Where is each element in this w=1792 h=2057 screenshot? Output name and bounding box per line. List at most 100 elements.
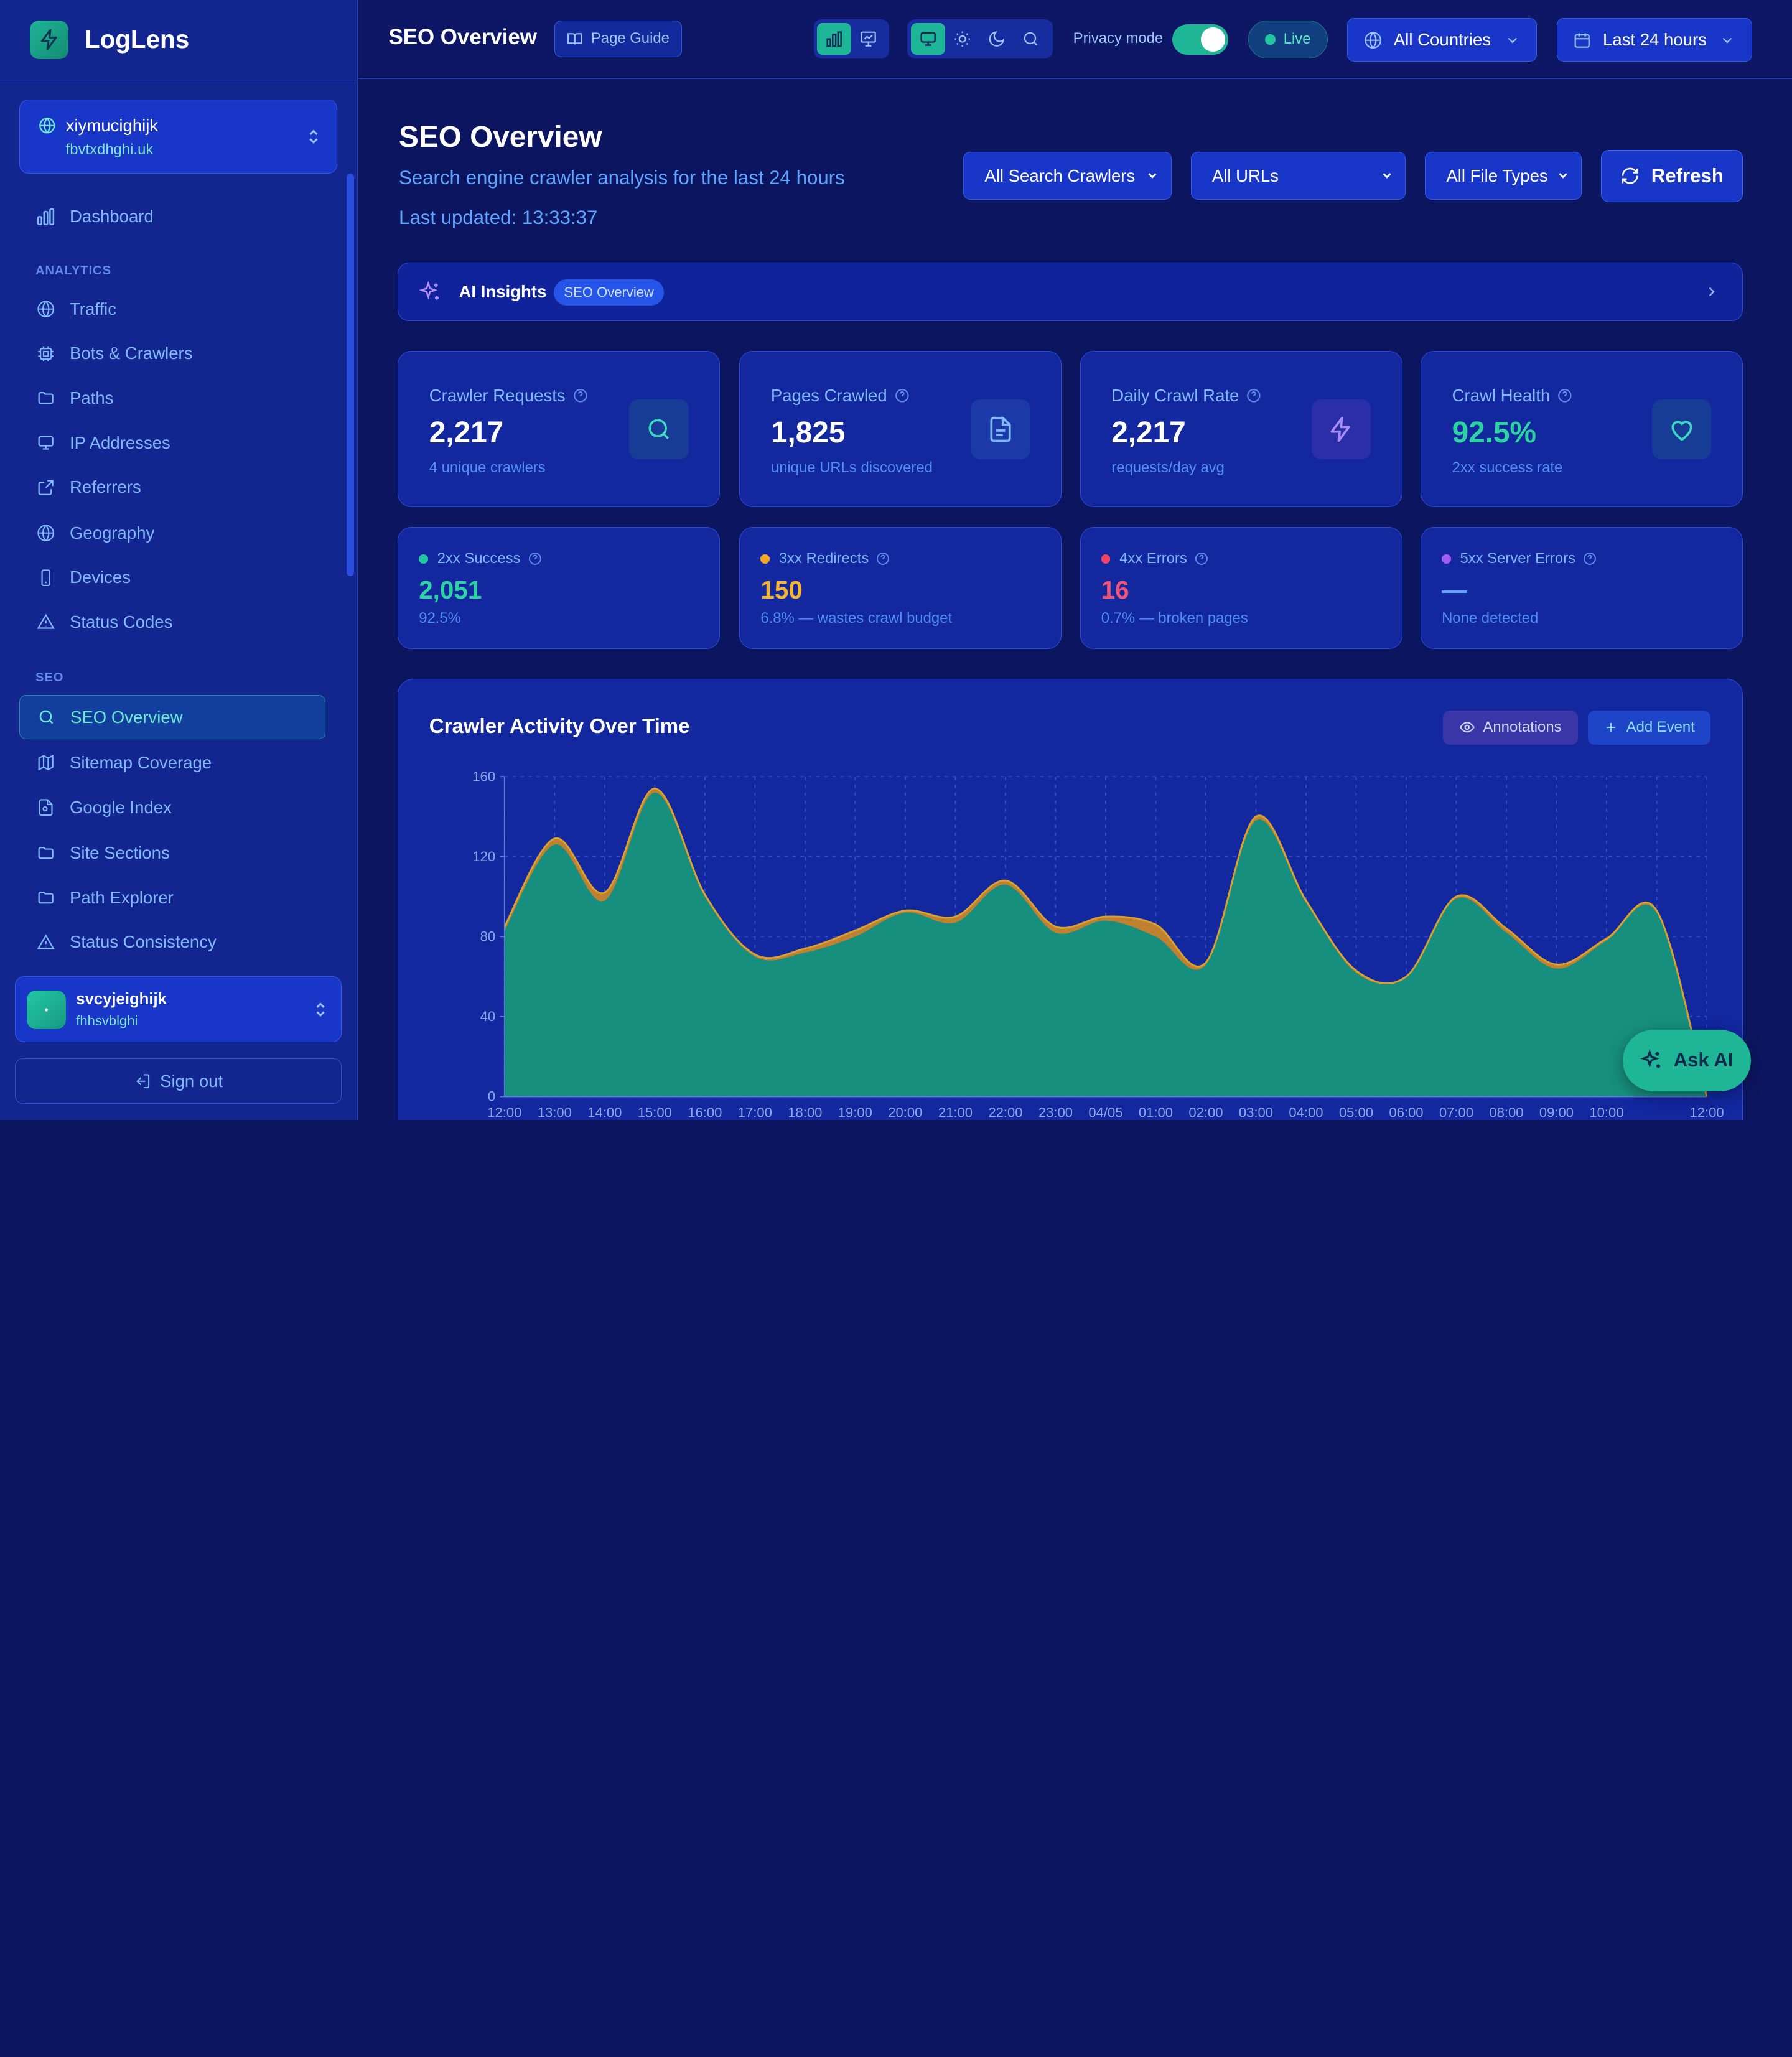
calendar-icon: [1574, 33, 1590, 48]
user-menu[interactable]: • svcyjeighijk fhhsvblghi: [14, 976, 342, 1043]
y-tick-label: 80: [480, 929, 496, 945]
bolt-icon: [1311, 399, 1371, 459]
status-dot: [419, 554, 428, 564]
x-tick-label: 08:00: [1490, 1104, 1524, 1120]
x-tick-label: 23:00: [1038, 1104, 1073, 1120]
x-tick-label: 14:00: [587, 1104, 622, 1120]
date-range-select[interactable]: Last 24 hours: [1556, 18, 1752, 62]
site-domain: fbvtxdhghi.uk: [65, 141, 154, 158]
add-event-button[interactable]: Add Event: [1588, 710, 1710, 745]
bar-chart-view-button[interactable]: [817, 22, 852, 55]
help-icon[interactable]: [875, 551, 890, 566]
globe-icon: [39, 117, 56, 134]
help-icon[interactable]: [894, 388, 910, 404]
ai-insights-bar[interactable]: AI Insights SEO Overview: [398, 263, 1743, 322]
refresh-button[interactable]: Refresh: [1601, 149, 1743, 203]
status-dot: [1442, 554, 1451, 564]
live-dot: [1265, 34, 1276, 45]
ask-ai-button[interactable]: Ask AI: [1623, 1029, 1751, 1092]
globe-icon: [35, 299, 56, 319]
eye-icon: [1459, 722, 1475, 733]
x-tick-label: 04:00: [1289, 1104, 1323, 1120]
status-value: —: [1442, 575, 1467, 604]
sidebar-item-devices[interactable]: Devices: [19, 556, 325, 600]
user-email: fhhsvblghi: [76, 1013, 138, 1029]
chart-style-toggle: [813, 19, 889, 58]
sidebar-item-dashboard[interactable]: Dashboard: [19, 194, 325, 239]
sidebar-item-seo-overview[interactable]: SEO Overview: [19, 694, 326, 740]
toggle-knob: [1201, 27, 1225, 52]
x-tick-label: 13:00: [538, 1104, 572, 1120]
status-label: 4xx Errors: [1101, 550, 1209, 567]
sidebar-item-traffic[interactable]: Traffic: [19, 287, 325, 332]
sidebar-item-status-consistency[interactable]: Status Consistency: [19, 920, 325, 965]
sidebar-item-bots[interactable]: Bots & Crawlers: [19, 332, 325, 376]
file-search-icon: [35, 797, 56, 818]
kpi-label-text: Daily Crawl Rate: [1111, 385, 1239, 405]
monitor-theme-button[interactable]: [910, 22, 945, 55]
sidebar-scrollbar[interactable]: [346, 174, 355, 576]
status-card-3xx: 3xx Redirects 150 6.8% — wastes crawl bu…: [739, 526, 1062, 650]
sidebar-item-status-codes[interactable]: Status Codes: [19, 600, 325, 645]
sidebar-item-referrers[interactable]: Referrers: [19, 465, 325, 510]
y-tick-label: 0: [488, 1089, 495, 1104]
theme-toggle: [907, 19, 1053, 58]
logout-icon: [134, 1073, 160, 1090]
annotations-button[interactable]: Annotations: [1442, 710, 1578, 745]
last-updated: Last updated: 13:33:37: [399, 207, 598, 229]
sidebar-item-path-explorer[interactable]: Path Explorer: [19, 875, 325, 920]
url-filter-select[interactable]: All URLs: [1190, 152, 1406, 200]
monitor-icon: [35, 432, 56, 453]
sun-theme-button[interactable]: [945, 23, 979, 55]
site-switcher[interactable]: xiymucighijk fbvtxdhghi.uk: [19, 99, 337, 174]
help-icon[interactable]: [1557, 388, 1573, 404]
kpi-value: 2,217: [429, 416, 504, 449]
crawler-activity-chart: 0 40 80 120 160 12:00 13:00 14:00 15:00 16:00 17:0…: [473, 768, 1724, 1120]
chevron-down-icon: [1508, 38, 1517, 44]
refresh-label: Refresh: [1651, 164, 1724, 187]
help-icon[interactable]: [1246, 388, 1262, 404]
sidebar-item-paths[interactable]: Paths: [19, 376, 325, 421]
help-icon[interactable]: [572, 388, 589, 404]
country-select[interactable]: All Countries: [1347, 18, 1538, 62]
sidebar-item-google-index[interactable]: Google Index: [19, 785, 325, 830]
privacy-mode-toggle[interactable]: [1172, 24, 1229, 55]
sidebar-item-sitemap-coverage[interactable]: Sitemap Coverage: [19, 740, 325, 785]
sidebar-item-geography[interactable]: Geography: [19, 511, 325, 556]
page-guide-label: Page Guide: [590, 30, 670, 47]
bar-chart-icon: [35, 207, 56, 227]
chevron-down-icon: [1148, 173, 1157, 179]
avatar: •: [27, 990, 66, 1029]
page-guide-button[interactable]: Page Guide: [554, 21, 683, 57]
chevron-down-icon: [1722, 38, 1732, 44]
crawler-filter-value: All Search Crawlers: [984, 166, 1136, 185]
sign-out-button[interactable]: Sign out: [14, 1058, 342, 1104]
sidebar-item-site-sections[interactable]: Site Sections: [19, 831, 325, 875]
sparkles-icon: [419, 281, 442, 304]
sidebar-item-ip-addresses[interactable]: IP Addresses: [19, 421, 325, 465]
kpi-value: 1,825: [770, 416, 846, 449]
x-tick-label: 10:00: [1590, 1104, 1624, 1120]
main-subtitle: Search engine crawler analysis for the l…: [399, 167, 845, 189]
help-icon[interactable]: [1194, 551, 1209, 566]
kpi-label-text: Pages Crawled: [770, 385, 887, 405]
y-tick-label: 160: [473, 768, 496, 784]
x-tick-label: 22:00: [988, 1104, 1022, 1120]
presentation-view-button[interactable]: [851, 23, 885, 55]
live-badge[interactable]: Live: [1248, 21, 1328, 58]
help-icon[interactable]: [528, 551, 543, 566]
brand[interactable]: LogLens: [0, 0, 357, 80]
globe-icon: [35, 523, 56, 543]
search-icon: [629, 399, 689, 459]
help-icon[interactable]: [1582, 551, 1597, 566]
kpi-label-text: Crawler Requests: [429, 385, 566, 405]
refresh-icon: [1622, 167, 1638, 184]
map-icon: [35, 752, 56, 773]
moon-theme-button[interactable]: [979, 23, 1014, 55]
globe-icon: [1365, 31, 1382, 49]
crawler-filter-select[interactable]: All Search Crawlers: [963, 152, 1172, 200]
file-type-filter-select[interactable]: All File Types: [1425, 152, 1582, 200]
warning-icon: [35, 612, 56, 633]
search-button[interactable]: [1014, 23, 1048, 55]
sidebar-item-label: Traffic: [70, 299, 117, 319]
